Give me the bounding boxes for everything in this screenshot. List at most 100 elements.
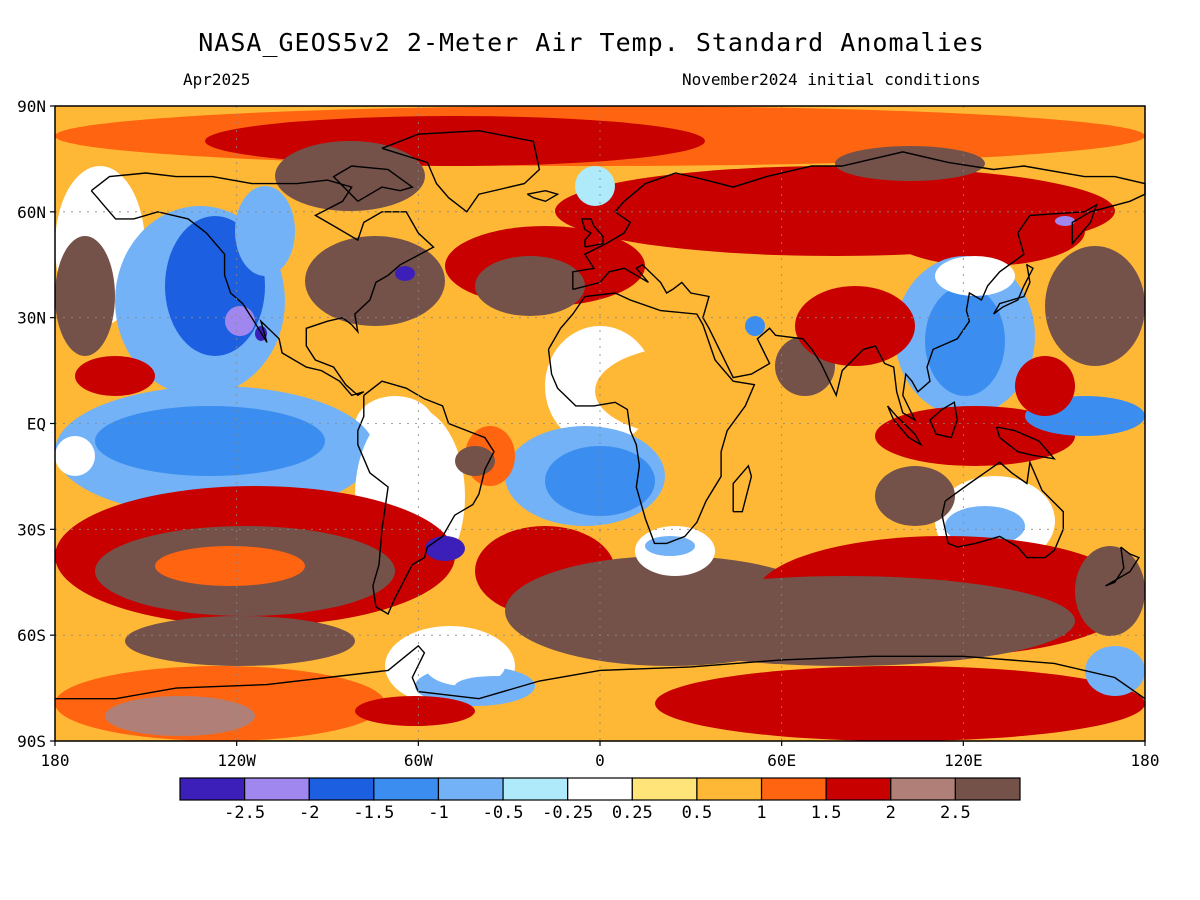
anomaly-region (425, 536, 465, 561)
anomaly-region (1045, 246, 1145, 366)
coastline-segment (1105, 546, 1140, 587)
lon-label: 120W (217, 751, 256, 770)
anomaly-region (125, 616, 355, 666)
colorbar-label: -2.5 (224, 803, 265, 823)
coastline-segment (732, 464, 753, 513)
anomaly-region (595, 346, 785, 436)
colorbar-label: -0.25 (542, 803, 593, 823)
lat-label: EQ (27, 415, 46, 434)
anomaly-region (395, 266, 415, 281)
colorbar-swatch (179, 777, 246, 801)
coastline-segment (332, 165, 414, 202)
colorbar-swatch (696, 777, 763, 801)
colorbar-label: 1.5 (811, 803, 842, 823)
lon-label: 0 (595, 751, 605, 770)
lat-label: 90S (17, 732, 46, 751)
anomaly-region (475, 256, 585, 316)
anomaly-region (575, 166, 615, 206)
colorbar-label: 0.5 (682, 803, 713, 823)
colorbar-swatch (502, 777, 569, 801)
anomaly-region (355, 696, 475, 726)
colorbar-label: -0.5 (483, 803, 524, 823)
coastline-segment (526, 189, 560, 203)
lon-label: 60W (404, 751, 433, 770)
anomaly-region (225, 306, 255, 336)
anomaly-region (745, 316, 765, 336)
lon-label: 120E (944, 751, 983, 770)
anomaly-region (875, 466, 955, 526)
colorbar-swatch (567, 777, 633, 801)
coastline-segment (381, 129, 541, 213)
chart-title: NASA_GEOS5v2 2-Meter Air Temp. Standard … (198, 28, 985, 57)
anomaly-field (55, 106, 1145, 741)
coastline-segment (55, 644, 1146, 700)
colorbar-swatch (437, 777, 504, 801)
anomaly-region (1085, 646, 1145, 696)
coastline-segment (90, 172, 435, 397)
colorbar-label: 1 (756, 803, 766, 823)
anomaly-region (935, 256, 1015, 296)
anomaly-region (545, 446, 655, 516)
anomaly-region (1055, 216, 1075, 226)
anomaly-region (655, 666, 1145, 741)
anomaly-region (1075, 546, 1145, 636)
init-conditions-label: November2024 initial conditions (682, 70, 981, 89)
coastline-segment (995, 426, 1056, 460)
anomaly-region (425, 646, 505, 686)
anomaly-region (835, 146, 985, 181)
anomaly-region (1015, 356, 1075, 416)
lon-label: 60E (767, 751, 796, 770)
anomaly-region (155, 546, 305, 586)
colorbar-swatch (631, 777, 698, 801)
lon-label: 180 (41, 751, 70, 770)
anomaly-region (305, 236, 445, 326)
lat-label: 60S (17, 626, 46, 645)
lat-label: 30N (17, 309, 46, 328)
colorbar-swatch (825, 777, 892, 801)
coastline-segment (357, 380, 495, 616)
colorbar-swatch (760, 777, 827, 801)
lat-label: 90N (17, 97, 46, 116)
anomaly-region (55, 236, 115, 356)
anomaly-region (105, 696, 255, 736)
anomaly-region (615, 576, 1075, 666)
anomaly-region (205, 116, 705, 166)
lon-label: 180 (1131, 751, 1160, 770)
colorbar-swatch (244, 777, 310, 801)
anomaly-region (925, 286, 1005, 396)
colorbar-swatch (373, 777, 440, 801)
coastline-segment (929, 401, 959, 439)
colorbar: -2.5 -2 -1.5 -1 -0.5 -0.25 0.25 0.5 1 1.5 2 2.5 (179, 777, 1021, 823)
anomaly-region (875, 406, 1075, 466)
anomaly-region (455, 676, 535, 696)
anomaly-region (945, 506, 1025, 546)
coastline-segment (886, 405, 923, 447)
lat-label: 30S (17, 520, 46, 539)
lat-label: 60N (17, 203, 46, 222)
anomaly-region (235, 186, 295, 276)
anomaly-region (95, 406, 325, 476)
colorbar-label: 0.25 (612, 803, 653, 823)
valid-month-label: Apr2025 (183, 70, 251, 89)
coastline-segment (572, 151, 1146, 422)
colorbar-label: 2.5 (940, 803, 971, 823)
anomaly-region (885, 196, 1085, 266)
colorbar-swatch (308, 777, 375, 801)
coastline-segment (580, 218, 604, 248)
colorbar-label: -1 (428, 803, 448, 823)
colorbar-swatch (890, 777, 956, 801)
coastline-segment (547, 292, 756, 545)
colorbar-label: 2 (886, 803, 896, 823)
gridlines (55, 106, 1145, 741)
colorbar-label: -2 (299, 803, 319, 823)
anomaly-region (55, 436, 95, 476)
coastline-segment (992, 263, 1034, 315)
anomaly-region (275, 141, 425, 211)
anomaly-region (75, 356, 155, 396)
anomaly-region (795, 286, 915, 366)
coastline-segment (941, 459, 1064, 559)
anomaly-region (645, 536, 695, 556)
colorbar-swatch (954, 777, 1021, 801)
coastlines (55, 129, 1146, 700)
